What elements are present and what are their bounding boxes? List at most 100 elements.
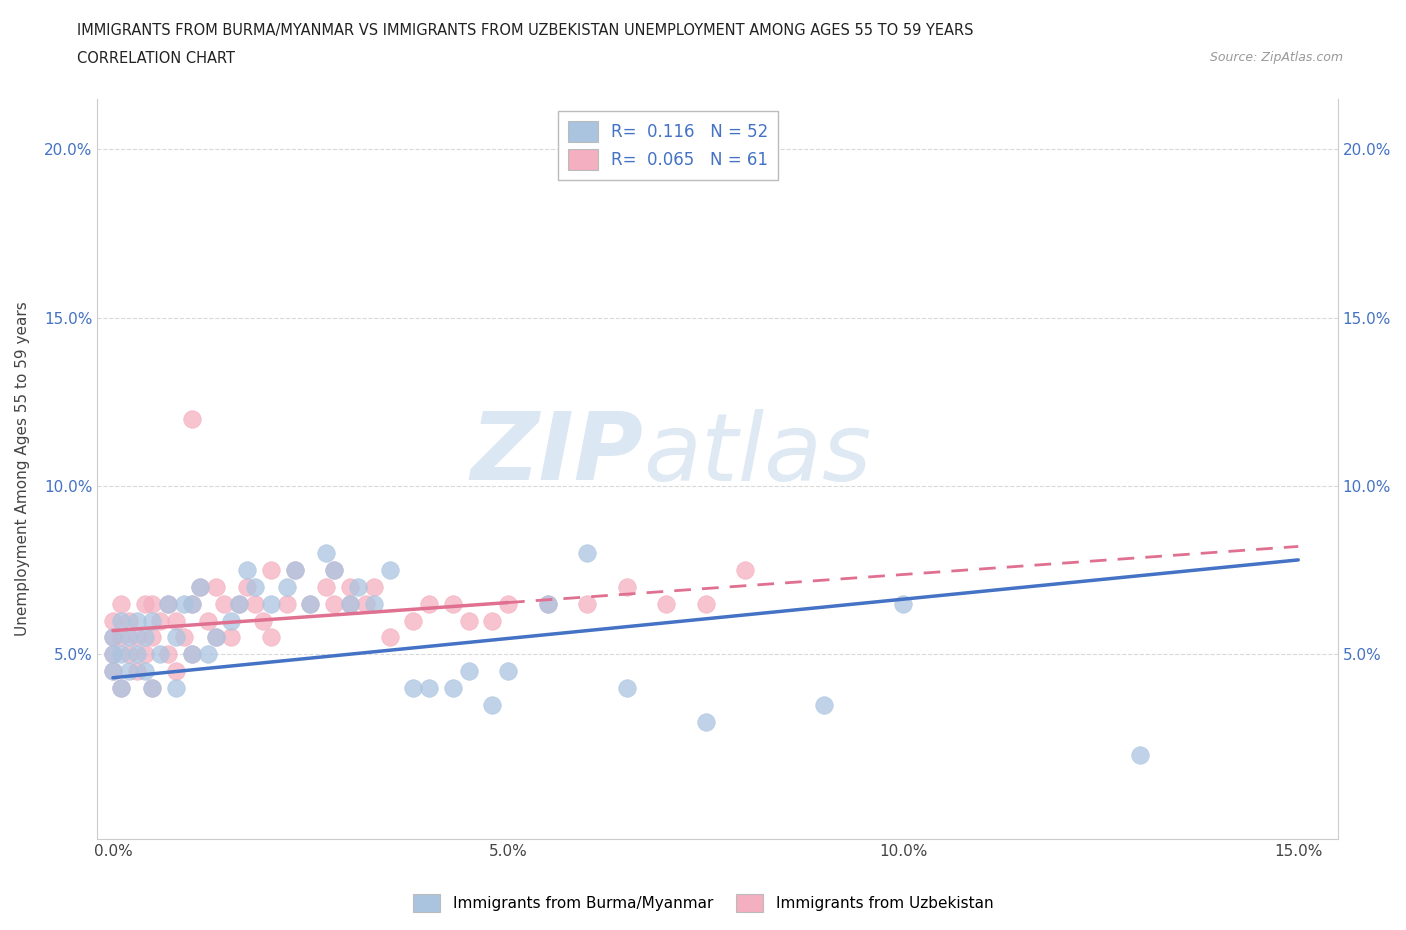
Point <box>354 596 377 611</box>
Point <box>118 613 141 628</box>
Point <box>695 714 717 729</box>
Text: Source: ZipAtlas.com: Source: ZipAtlas.com <box>1209 51 1343 64</box>
Point <box>101 646 124 661</box>
Point <box>655 596 678 611</box>
Point <box>188 579 211 594</box>
Point <box>118 646 141 661</box>
Point <box>347 579 370 594</box>
Point <box>418 596 440 611</box>
Point <box>236 563 259 578</box>
Point <box>165 681 187 696</box>
Point <box>165 664 187 679</box>
Point <box>165 630 187 644</box>
Point <box>260 563 283 578</box>
Point <box>734 563 756 578</box>
Point <box>110 596 132 611</box>
Legend: R=  0.116   N = 52, R=  0.065   N = 61: R= 0.116 N = 52, R= 0.065 N = 61 <box>558 111 778 180</box>
Point <box>457 664 479 679</box>
Point <box>402 613 425 628</box>
Point <box>204 579 226 594</box>
Point <box>441 681 464 696</box>
Point <box>252 613 274 628</box>
Point <box>284 563 307 578</box>
Point <box>536 596 558 611</box>
Point <box>212 596 235 611</box>
Point <box>204 630 226 644</box>
Point <box>236 579 259 594</box>
Point <box>576 546 599 561</box>
Point <box>141 596 163 611</box>
Point <box>221 613 243 628</box>
Point <box>141 630 163 644</box>
Point <box>221 630 243 644</box>
Point <box>173 596 195 611</box>
Point <box>110 630 132 644</box>
Point <box>149 646 172 661</box>
Point <box>110 613 132 628</box>
Point <box>110 646 132 661</box>
Point <box>134 596 156 611</box>
Point <box>378 563 401 578</box>
Y-axis label: Unemployment Among Ages 55 to 59 years: Unemployment Among Ages 55 to 59 years <box>15 301 30 636</box>
Point <box>339 596 361 611</box>
Point <box>181 646 204 661</box>
Point <box>110 681 132 696</box>
Point <box>134 664 156 679</box>
Point <box>141 681 163 696</box>
Point <box>576 596 599 611</box>
Point <box>323 563 346 578</box>
Point <box>157 646 180 661</box>
Point <box>616 579 638 594</box>
Point <box>323 596 346 611</box>
Point <box>134 630 156 644</box>
Point <box>141 613 163 628</box>
Point <box>101 664 124 679</box>
Point <box>323 563 346 578</box>
Point <box>125 613 148 628</box>
Text: CORRELATION CHART: CORRELATION CHART <box>77 51 235 66</box>
Text: atlas: atlas <box>643 408 872 499</box>
Point <box>441 596 464 611</box>
Point <box>378 630 401 644</box>
Legend: Immigrants from Burma/Myanmar, Immigrants from Uzbekistan: Immigrants from Burma/Myanmar, Immigrant… <box>406 888 1000 918</box>
Point <box>339 596 361 611</box>
Point <box>197 613 219 628</box>
Point <box>101 646 124 661</box>
Point <box>536 596 558 611</box>
Point <box>181 646 204 661</box>
Point <box>165 613 187 628</box>
Point <box>339 579 361 594</box>
Point <box>197 646 219 661</box>
Point <box>228 596 250 611</box>
Point <box>276 596 298 611</box>
Point <box>496 664 519 679</box>
Point <box>204 630 226 644</box>
Point <box>125 646 148 661</box>
Point <box>402 681 425 696</box>
Point <box>157 596 180 611</box>
Point <box>315 546 337 561</box>
Point <box>141 681 163 696</box>
Point <box>181 596 204 611</box>
Point <box>891 596 914 611</box>
Point <box>457 613 479 628</box>
Point <box>125 630 148 644</box>
Point <box>173 630 195 644</box>
Point <box>118 664 141 679</box>
Point <box>134 646 156 661</box>
Point <box>496 596 519 611</box>
Point <box>695 596 717 611</box>
Point <box>243 579 266 594</box>
Point <box>418 681 440 696</box>
Point <box>315 579 337 594</box>
Point <box>243 596 266 611</box>
Point <box>1129 748 1152 763</box>
Point <box>363 579 385 594</box>
Point <box>260 630 283 644</box>
Point <box>181 596 204 611</box>
Point <box>481 698 503 712</box>
Point <box>101 664 124 679</box>
Point <box>125 664 148 679</box>
Point <box>813 698 835 712</box>
Point <box>110 681 132 696</box>
